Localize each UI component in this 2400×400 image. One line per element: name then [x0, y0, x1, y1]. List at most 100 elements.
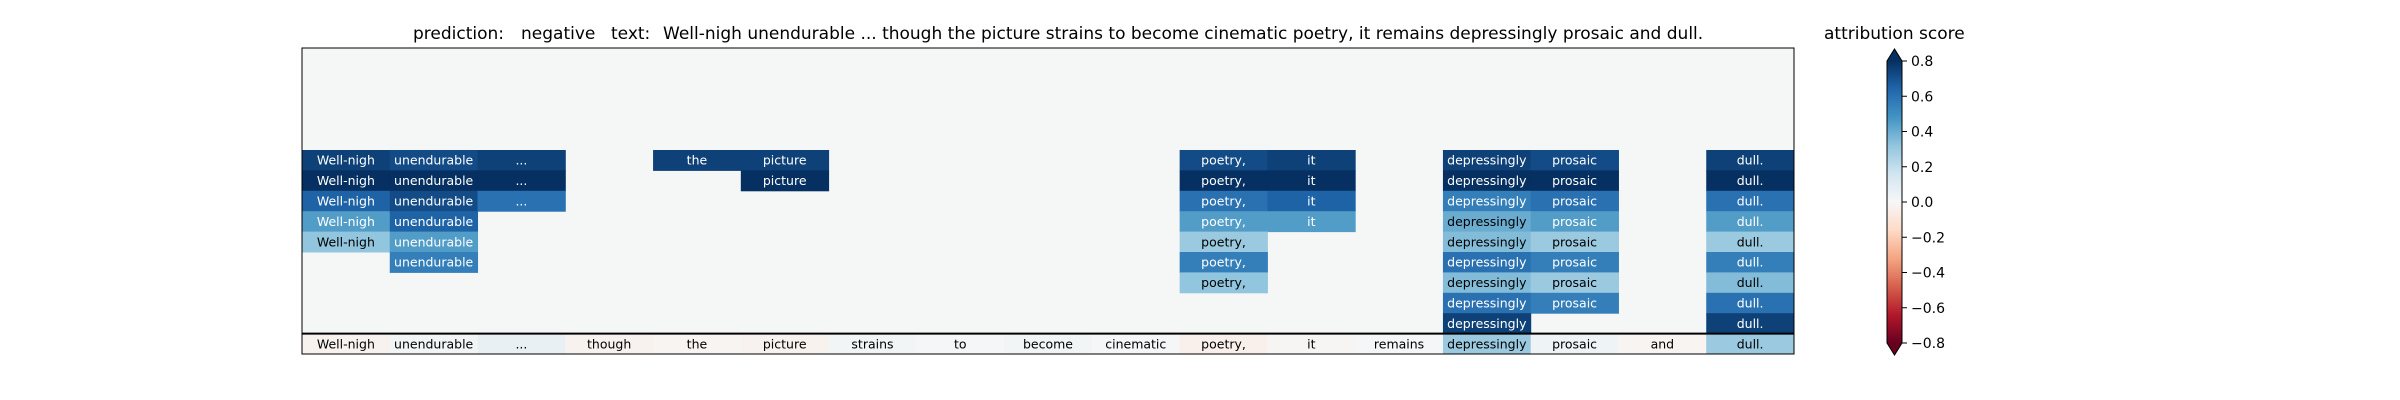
heatmap-cell-label: prosaic — [1552, 234, 1597, 249]
bottom-token-cell-label: unendurable — [394, 336, 474, 351]
heatmap-cell — [1530, 231, 1619, 253]
heatmap-cell-label: dull. — [1737, 275, 1764, 290]
heatmap-cell-label: poetry, — [1201, 194, 1246, 209]
bottom-token-cell-label: Well-nigh — [317, 336, 375, 351]
heatmap-frame — [301, 47, 1795, 355]
bottom-token-cell-label: cinematic — [1105, 336, 1166, 351]
heatmap-cell-label: poetry, — [1201, 255, 1246, 270]
heatmap-cell — [653, 150, 742, 171]
heatmap-cell — [1442, 272, 1532, 294]
heatmap-cell-label: unendurable — [394, 255, 474, 270]
heatmap-cell-label: depressingly — [1447, 275, 1527, 290]
heatmap-cell-label: depressingly — [1447, 316, 1527, 331]
bottom-token-cell-label: prosaic — [1552, 336, 1597, 351]
heatmap-cell-label: unendurable — [394, 194, 474, 209]
heatmap-cell — [1179, 211, 1268, 233]
heatmap: Well-nigh unendurable... the picture poetry,… — [301, 47, 1795, 355]
heatmap-cell-label: poetry, — [1201, 214, 1246, 229]
heatmap-cell — [1179, 170, 1268, 192]
heatmap-cell — [1706, 170, 1795, 192]
bottom-token-row — [302, 333, 1795, 355]
heatmap-cell-label: prosaic — [1552, 255, 1597, 270]
bottom-token-cell-label: depressingly — [1447, 336, 1527, 351]
colorbar-tick-label: 0.0 — [1911, 195, 1933, 211]
bottom-token-cell-label: to — [954, 336, 967, 351]
heatmap-cell-label: the — [687, 153, 708, 168]
bottom-token-cell — [389, 333, 479, 355]
heatmap-cell-label: prosaic — [1552, 173, 1597, 188]
heatmap-cell-label: prosaic — [1552, 214, 1597, 229]
heatmap-cell — [1706, 231, 1795, 253]
heatmap-cell-label: prosaic — [1552, 194, 1597, 209]
heatmap-cell-label: depressingly — [1447, 296, 1527, 311]
colorbar: 0.8 0.6 0.4 0.2 0.0 −0.2 −0.4 −0.6 −0.8 — [1886, 48, 1945, 356]
heatmap-cell — [1442, 313, 1532, 335]
heatmap-cell — [1267, 170, 1356, 192]
heatmap-cell — [1706, 190, 1795, 212]
bottom-token-cell — [565, 333, 654, 355]
heatmap-cell — [1706, 150, 1795, 171]
bottom-token-cell — [1004, 333, 1093, 355]
heatmap-cell-label: it — [1307, 194, 1315, 209]
heatmap-cell-label: depressingly — [1447, 173, 1527, 188]
heatmap-cell-label: picture — [763, 153, 807, 168]
bottom-token-cell — [1706, 333, 1795, 355]
heatmap-cell — [1179, 252, 1268, 273]
heatmap-cell-label: poetry, — [1201, 173, 1246, 188]
heatmap-cell — [1179, 272, 1268, 294]
heatmap-cell-label: dull. — [1737, 153, 1764, 168]
colorbar-tick-label: −0.2 — [1911, 230, 1945, 246]
heatmap-cell — [389, 190, 479, 212]
bottom-token-cell-label: ... — [515, 336, 527, 351]
heatmap-cell-label: picture — [763, 173, 807, 188]
heatmap-cell-label: Well-nigh — [317, 153, 375, 168]
heatmap-cell — [389, 170, 479, 192]
heatmap-cell-label: Well-nigh — [317, 194, 375, 209]
bottom-token-cell-label: though — [587, 336, 631, 351]
colorbar-extend-min — [1887, 343, 1902, 355]
heatmap-cell — [1530, 252, 1619, 273]
heatmap-cell — [1179, 231, 1268, 253]
bottom-token-cell-label: and — [1651, 336, 1675, 351]
colorbar-tick-label: −0.6 — [1911, 301, 1945, 317]
colorbar-tick-label: 0.2 — [1911, 160, 1933, 176]
heatmap-cell — [477, 190, 566, 212]
title-prediction-value: negative — [521, 24, 595, 44]
bottom-token-cell — [653, 333, 742, 355]
heatmap-cell-label: ... — [515, 173, 527, 188]
heatmap-cell — [1706, 272, 1795, 294]
bottom-token-cell-label: remains — [1374, 336, 1424, 351]
heatmap-cell — [1530, 292, 1619, 314]
heatmap-cell — [302, 211, 391, 233]
heatmap-cell-label: dull. — [1737, 316, 1764, 331]
heatmap-cell — [302, 170, 391, 192]
heatmap-cell — [389, 150, 479, 171]
heatmap-cell-label: dull. — [1737, 296, 1764, 311]
heatmap-cells — [302, 150, 1795, 335]
heatmap-cell-label: unendurable — [394, 173, 474, 188]
bottom-token-cell-label: dull. — [1737, 336, 1764, 351]
bottom-token-cell-label: the — [687, 336, 708, 351]
heatmap-cell-label: ... — [515, 194, 527, 209]
bottom-token-cell — [1618, 333, 1707, 355]
heatmap-cell-label: Well-nigh — [317, 214, 375, 229]
bottom-token-cell-label: poetry, — [1201, 336, 1246, 351]
heatmap-cell — [1442, 190, 1532, 212]
colorbar-tick-label: 0.6 — [1911, 89, 1933, 105]
heatmap-cell — [1442, 150, 1532, 171]
heatmap-cell — [1706, 211, 1795, 233]
heatmap-cell-label: unendurable — [394, 234, 474, 249]
heatmap-cell — [477, 170, 566, 192]
heatmap-cell — [302, 231, 391, 253]
bottom-token-cell-label: it — [1307, 336, 1315, 351]
heatmap-cell — [1442, 252, 1532, 273]
bottom-token-cell — [1355, 333, 1444, 355]
heatmap-cell-label: Well-nigh — [317, 234, 375, 249]
colorbar-tick-label: −0.8 — [1911, 336, 1945, 352]
heatmap-cell — [1706, 292, 1795, 314]
heatmap-cell — [1530, 190, 1619, 212]
heatmap-cell — [1530, 211, 1619, 233]
heatmap-cell — [1530, 272, 1619, 294]
heatmap-token-labels: Well-nigh unendurable... the picture poetry,… — [317, 153, 1764, 352]
